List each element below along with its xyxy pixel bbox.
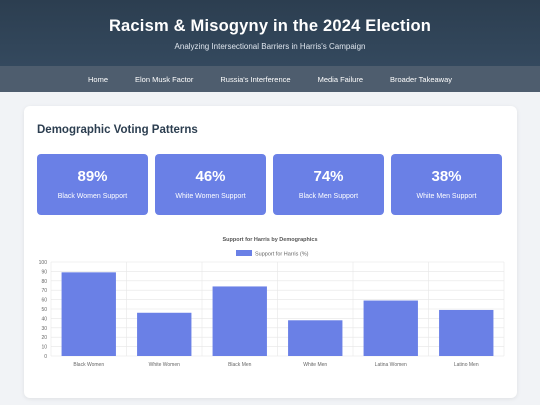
y-tick-label: 90	[41, 269, 47, 275]
nav-russias-interference[interactable]: Russia's Interference	[220, 74, 291, 84]
stat-label: White Men Support	[416, 193, 477, 200]
stat-card: 89% Black Women Support	[37, 154, 148, 215]
bar	[137, 312, 192, 356]
bar	[61, 272, 116, 356]
y-tick-label: 80	[41, 279, 47, 285]
y-tick-label: 30	[41, 326, 47, 332]
y-tick-label: 10	[41, 345, 47, 351]
stat-cards: 89% Black Women Support 46% White Women …	[37, 154, 502, 215]
stat-value: 89%	[77, 168, 108, 185]
nav-broader-takeaway[interactable]: Broader Takeaway	[390, 74, 452, 84]
demographics-section: Demographic Voting Patterns 89% Black Wo…	[24, 106, 517, 398]
nav-elon-musk-factor[interactable]: Elon Musk Factor	[135, 74, 194, 84]
x-tick-label: Black Men	[228, 362, 252, 368]
y-tick-label: 70	[41, 288, 47, 294]
bar	[288, 320, 343, 356]
stat-card: 46% White Women Support	[155, 154, 266, 215]
stat-card: 74% Black Men Support	[273, 154, 384, 215]
x-tick-label: Latina Women	[375, 362, 407, 368]
page-title: Racism & Misogyny in the 2024 Election	[108, 17, 432, 35]
stat-label: Black Men Support	[298, 193, 359, 200]
x-tick-label: White Women	[149, 362, 181, 368]
page-subtitle: Analyzing Intersectional Barriers in Har…	[174, 42, 366, 51]
bar	[363, 300, 418, 356]
y-tick-label: 100	[39, 260, 48, 266]
stat-value: 74%	[313, 168, 344, 185]
chart-title: Support for Harris by Demographics	[222, 237, 317, 243]
stat-label: White Women Support	[175, 193, 246, 200]
bar	[212, 286, 267, 356]
y-tick-label: 0	[44, 354, 47, 360]
main-nav: Home Elon Musk Factor Russia's Interfere…	[0, 66, 540, 92]
legend-label[interactable]: Support for Harris (%)	[255, 252, 309, 258]
stat-label: Black Women Support	[57, 193, 128, 200]
stat-value: 46%	[195, 168, 226, 185]
page-header: Racism & Misogyny in the 2024 Election A…	[0, 0, 540, 66]
nav-media-failure[interactable]: Media Failure	[317, 74, 364, 84]
x-tick-label: Black Women	[73, 362, 104, 368]
support-bar-chart: Support for Harris by Demographics Suppo…	[39, 237, 505, 368]
y-tick-label: 50	[41, 307, 47, 313]
bar	[439, 309, 494, 356]
y-tick-label: 20	[41, 335, 47, 341]
stat-value: 38%	[431, 168, 462, 185]
y-tick-label: 40	[41, 316, 47, 322]
stat-card: 38% White Men Support	[391, 154, 502, 215]
nav-home[interactable]: Home	[87, 74, 108, 84]
x-tick-label: Latino Men	[454, 362, 479, 368]
y-tick-label: 60	[41, 298, 47, 304]
section-title: Demographic Voting Patterns	[37, 124, 198, 136]
x-tick-label: White Men	[303, 362, 327, 368]
legend-swatch	[236, 250, 252, 256]
